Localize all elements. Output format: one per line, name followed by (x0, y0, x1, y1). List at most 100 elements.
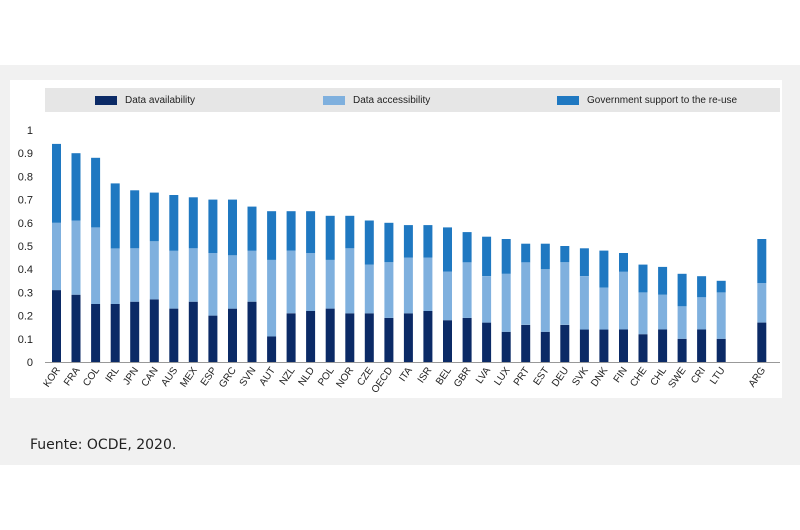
bar-segment-aut-2 (267, 259, 277, 337)
bar-segment-esp-2 (208, 253, 218, 316)
bar-segment-bel-3 (443, 227, 452, 272)
bar-segment-svn-2 (247, 250, 257, 302)
bar-segment-cze-3 (364, 220, 374, 265)
x-tick-label: SWE (666, 365, 688, 390)
bar-segment-bel-2 (443, 271, 452, 321)
x-tick-label: ISR (416, 365, 435, 385)
x-tick-label: MEX (178, 365, 200, 389)
bar-segment-arg-3 (757, 239, 767, 284)
bar-segment-mex-1 (188, 301, 198, 362)
bar-segment-prt-3 (521, 243, 531, 263)
legend-label: Data accessibility (353, 95, 431, 106)
y-tick-label: 0.3 (18, 287, 33, 299)
x-tick-label: AUT (258, 365, 278, 388)
legend-label: Data availability (125, 95, 196, 106)
bar-segment-ita-1 (403, 313, 413, 362)
x-tick-label: NOR (334, 365, 356, 390)
bar-segment-fin-3 (619, 253, 628, 272)
x-tick-label: COL (81, 365, 102, 389)
bar-segment-esp-1 (208, 315, 218, 362)
bar-segment-irl-1 (110, 304, 120, 362)
y-tick-label: 0.9 (18, 148, 33, 160)
bar-segment-arg-1 (757, 322, 767, 362)
bar-segment-lva-3 (482, 236, 492, 277)
bar-segment-esp-3 (208, 199, 218, 253)
x-tick-label: SVK (570, 365, 591, 388)
bar-segment-isr-2 (423, 257, 433, 311)
x-tick-label: CHE (628, 365, 649, 389)
x-tick-label: EST (532, 365, 552, 387)
bar-segment-aut-3 (267, 211, 277, 260)
bar-segment-cze-1 (364, 313, 374, 362)
y-tick-label: 0.1 (18, 334, 33, 346)
chart-legend: Data availability Data accessibility Gov… (45, 88, 780, 112)
legend-item-accessibility: Data accessibility (323, 95, 430, 106)
x-tick-label: IRL (104, 365, 122, 384)
bar-segment-swe-3 (677, 273, 687, 307)
bar-segment-fra-1 (71, 294, 81, 362)
bar-segment-chl-1 (658, 329, 668, 362)
bar-segment-ltu-2 (716, 292, 726, 339)
bar-segment-gbr-2 (462, 262, 472, 318)
bar-segment-isr-3 (423, 225, 433, 258)
x-tick-label: BEL (434, 365, 454, 387)
y-tick-label: 0 (27, 357, 33, 369)
x-tick-label: CRI (689, 365, 708, 385)
bar-segment-prt-1 (521, 324, 531, 362)
bar-segment-chl-3 (658, 266, 668, 295)
bar-segment-nld-3 (306, 211, 316, 253)
bar-segment-grc-1 (228, 308, 237, 362)
bar-segment-mex-3 (188, 197, 198, 249)
bar-segment-nzl-3 (286, 211, 296, 251)
bar-segment-nor-2 (345, 248, 355, 314)
bar-segment-ita-3 (403, 225, 413, 258)
bar-segment-ita-2 (403, 257, 413, 314)
x-tick-label: LUX (492, 365, 512, 388)
bar-segment-nld-2 (306, 253, 316, 311)
bar-segment-chl-2 (658, 294, 668, 330)
bar-segment-che-2 (638, 292, 648, 335)
bar-segment-kor-1 (52, 290, 61, 362)
bar-segment-irl-3 (110, 183, 120, 249)
x-tick-label: JPN (121, 365, 141, 387)
bar-segment-gbr-3 (462, 232, 472, 263)
bar-segment-cri-2 (697, 297, 707, 330)
x-tick-label: KOR (42, 365, 63, 389)
bar-segment-can-2 (149, 241, 159, 300)
bar-segment-cri-3 (697, 276, 707, 298)
y-tick-label: 0.2 (18, 311, 33, 323)
y-tick-label: 0.8 (18, 171, 33, 183)
bar-segment-deu-3 (560, 246, 570, 263)
bar-segment-swe-1 (677, 338, 687, 362)
bar-segment-svn-3 (247, 206, 257, 251)
bar-segment-bel-1 (443, 320, 452, 362)
bar-segment-fin-1 (619, 329, 628, 362)
bar-segment-svn-1 (247, 301, 257, 362)
x-tick-label: DNK (589, 365, 610, 389)
x-tick-label: NLD (297, 365, 317, 388)
bar-segment-cri-1 (697, 329, 707, 362)
bar-segment-dnk-3 (599, 250, 609, 288)
bar-segment-can-3 (149, 192, 159, 242)
bar-segment-lva-1 (482, 322, 492, 362)
bar-segment-pol-2 (325, 259, 335, 309)
bar-segment-aus-3 (169, 195, 179, 251)
x-tick-label: GRC (217, 365, 239, 390)
bar-segment-lux-1 (501, 331, 511, 362)
bar-segment-oecd-2 (384, 262, 394, 318)
bar-segment-jpn-2 (130, 248, 140, 302)
x-tick-label: ARG (747, 365, 769, 389)
x-tick-label: FRA (62, 365, 83, 388)
y-tick-label: 1 (27, 125, 33, 137)
bar-segment-kor-3 (52, 143, 61, 223)
y-tick-label: 0.4 (18, 264, 33, 276)
x-tick-label: ESP (199, 365, 220, 388)
bar-segment-oecd-3 (384, 222, 394, 263)
bar-segment-isr-1 (423, 311, 433, 362)
bar-segment-col-3 (91, 157, 101, 228)
bar-segment-pol-3 (325, 215, 335, 260)
y-tick-label: 0.5 (18, 241, 33, 253)
bar-segment-deu-1 (560, 324, 570, 362)
source-note: Fuente: OCDE, 2020. (30, 437, 177, 453)
